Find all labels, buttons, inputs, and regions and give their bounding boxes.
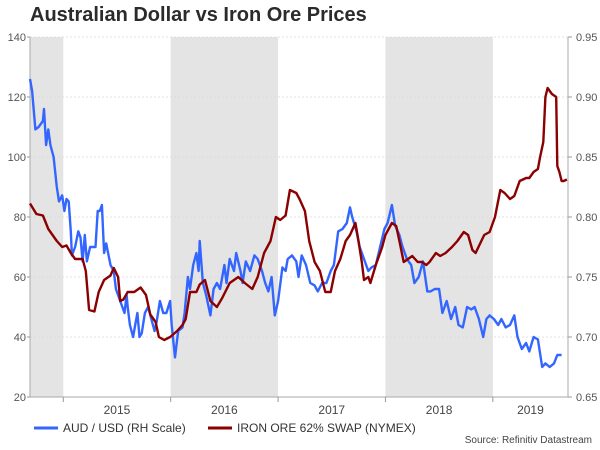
right-tick-label: 0.85: [576, 152, 597, 164]
left-tick-label: 20: [14, 392, 26, 404]
x-tick-label: 2017: [318, 403, 345, 417]
series-line-aud-usd: [28, 78, 562, 369]
left-tick-label: 80: [14, 212, 26, 224]
left-tick-label: 40: [14, 332, 26, 344]
x-tick-label: 2015: [104, 403, 131, 417]
source-note: Source: Refinitiv Datastream: [465, 435, 592, 446]
right-tick-label: 0.95: [576, 32, 597, 44]
legend-label: AUD / USD (RH Scale): [63, 421, 186, 435]
x-tick-label: 2019: [517, 403, 544, 417]
x-tick-label: 2016: [211, 403, 238, 417]
right-tick-label: 0.75: [576, 272, 597, 284]
left-tick-label: 60: [14, 272, 26, 284]
shaded-band-2016: [170, 37, 279, 397]
right-tick-label: 0.90: [576, 92, 597, 104]
left-tick-label: 140: [8, 32, 26, 44]
legend-label: IRON ORE 62% SWAP (NYMEX): [237, 421, 416, 435]
legend: AUD / USD (RH Scale) IRON ORE 62% SWAP (N…: [34, 421, 416, 435]
left-tick-label: 100: [8, 152, 26, 164]
left-tick-label: 120: [8, 92, 26, 104]
axes: 20 40 60 80 100 120 140 0.65 0.70 0.75 0.80 0.85 0.9…: [8, 32, 598, 417]
right-tick-label: 0.70: [576, 332, 597, 344]
chart-title: Australian Dollar vs Iron Ore Prices: [30, 4, 367, 26]
series-line-iron-ore: [28, 86, 568, 342]
right-tick-label: 0.80: [576, 212, 597, 224]
series-lines: [28, 78, 568, 369]
right-tick-label: 0.65: [576, 392, 597, 404]
x-tick-label: 2018: [426, 403, 453, 417]
